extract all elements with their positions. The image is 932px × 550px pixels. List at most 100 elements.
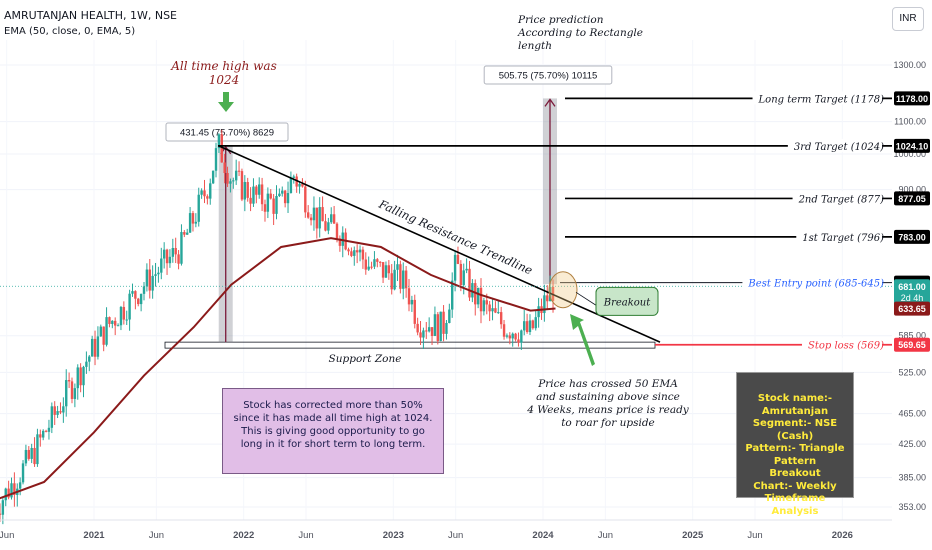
prediction-measure-label: 505.75 (75.70%) 10115 <box>499 71 598 82</box>
y-tick-label: 1100.00 <box>894 117 926 127</box>
candle-body <box>502 324 506 337</box>
candle-body <box>59 411 62 413</box>
candle-body <box>520 330 523 343</box>
currency-button[interactable]: INR <box>892 7 924 31</box>
ath-annotation: All time high was 1024 <box>160 59 288 87</box>
prediction-measure-arrowhead <box>544 98 556 107</box>
y-tick-label: 385.00 <box>898 473 926 483</box>
ema-cross-arrow <box>570 314 595 366</box>
ath-line-1: All time high was <box>171 59 277 73</box>
falling-resistance-trendline <box>218 145 661 343</box>
candle-body <box>177 254 180 264</box>
candle-body <box>243 182 247 200</box>
candle-body <box>111 320 114 324</box>
level-price-tag <box>894 91 930 106</box>
candle-body <box>304 186 307 213</box>
candle-body <box>260 184 264 205</box>
candle-body <box>188 213 192 233</box>
candle-body <box>174 248 177 255</box>
candle-body <box>128 293 131 320</box>
info-line-6: Analysis <box>771 505 819 517</box>
candle-body <box>53 406 56 415</box>
stock-info-note: Stock name:- Amrutanjan Segment:- NSE (C… <box>736 372 854 517</box>
candle-body <box>125 319 128 321</box>
candle-body <box>160 258 163 273</box>
candle-body <box>157 272 160 275</box>
candle-body <box>494 308 497 313</box>
candle-body <box>223 162 226 174</box>
x-tick-label: Jun <box>598 530 613 541</box>
candle-body <box>367 266 370 270</box>
indicator-legend[interactable]: EMA (50, close, 0, EMA, 5) <box>4 26 136 37</box>
candle-body <box>278 193 281 196</box>
level-label: Best Entry point (685-645) <box>747 279 884 290</box>
candle-body <box>390 273 393 290</box>
candle-body <box>439 311 442 341</box>
candle-body <box>131 291 134 294</box>
candle-body <box>517 339 520 343</box>
candle-body <box>36 434 39 465</box>
candle-body <box>197 194 200 222</box>
candle-body <box>384 265 388 278</box>
x-tick-label: Jun <box>448 530 463 541</box>
candle-body <box>226 173 229 184</box>
candle-body <box>76 367 79 389</box>
support-zone <box>164 341 656 349</box>
candle-body <box>491 308 494 312</box>
candle-body <box>90 338 94 357</box>
bar-countdown-text: 2d 4h <box>901 293 924 303</box>
candle-body <box>462 270 465 286</box>
candle-body <box>272 198 275 214</box>
candle-body <box>186 232 189 235</box>
candle-body <box>497 312 500 314</box>
candle-body <box>191 213 195 224</box>
candle-body <box>381 262 385 278</box>
candle-body <box>378 261 382 263</box>
candle-body <box>93 338 97 357</box>
candle-body <box>471 283 474 298</box>
x-tick-label: 2025 <box>682 530 704 541</box>
ath-measure-label: 431.45 (75.70%) 8629 <box>180 128 274 139</box>
prediction-annotation: Price prediction According to Rectangle … <box>498 14 648 53</box>
candle-body <box>488 304 491 312</box>
ema-line <box>0 237 556 500</box>
ath-down-arrow <box>218 92 234 112</box>
support-zone-label: Support Zone <box>329 353 402 365</box>
candle-body <box>119 306 123 326</box>
ema-note-line-2: and sustaining above since <box>536 391 680 403</box>
candle-body <box>266 193 270 212</box>
breakout-highlight <box>548 271 578 309</box>
price-axis-panel <box>892 0 932 550</box>
candle-body <box>427 327 431 332</box>
candle-body <box>234 170 238 181</box>
candle-body <box>96 336 100 357</box>
y-tick-label: 900.00 <box>898 185 926 195</box>
y-tick-label: 353.00 <box>898 502 926 512</box>
y-tick-label: 465.00 <box>898 409 926 419</box>
candle-body <box>330 214 333 223</box>
level-label-bg <box>787 138 882 152</box>
y-tick-label: 585.00 <box>898 331 926 341</box>
candle-body <box>275 195 278 214</box>
candle-body <box>321 207 324 222</box>
candle-body <box>312 207 316 221</box>
ema-price-tag <box>894 301 930 316</box>
candle-body <box>255 186 258 195</box>
candle-body <box>479 287 483 312</box>
level-label-bg <box>752 91 882 105</box>
candle-body <box>18 482 22 489</box>
symbol-title: AMRUTANJAN HEALTH, 1W, NSE <box>4 9 178 22</box>
candle-body <box>113 320 117 326</box>
candle-body <box>286 193 290 204</box>
info-line-5: Chart:- Weekly Timeframe <box>753 480 837 505</box>
candle-body <box>44 430 48 432</box>
candle-body <box>145 269 149 287</box>
candle-body <box>436 314 440 341</box>
candle-body <box>528 320 532 333</box>
candle-body <box>289 177 293 194</box>
level-label-bg <box>742 275 882 289</box>
candle-body <box>99 326 102 337</box>
candle-body <box>151 275 154 291</box>
